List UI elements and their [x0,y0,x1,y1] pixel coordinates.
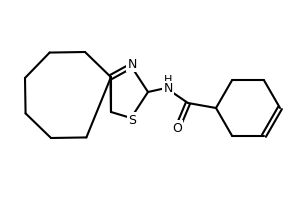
Text: O: O [172,121,182,134]
Text: N: N [127,58,137,71]
Text: N: N [163,82,173,96]
Text: S: S [128,114,136,127]
Text: H: H [164,75,172,85]
